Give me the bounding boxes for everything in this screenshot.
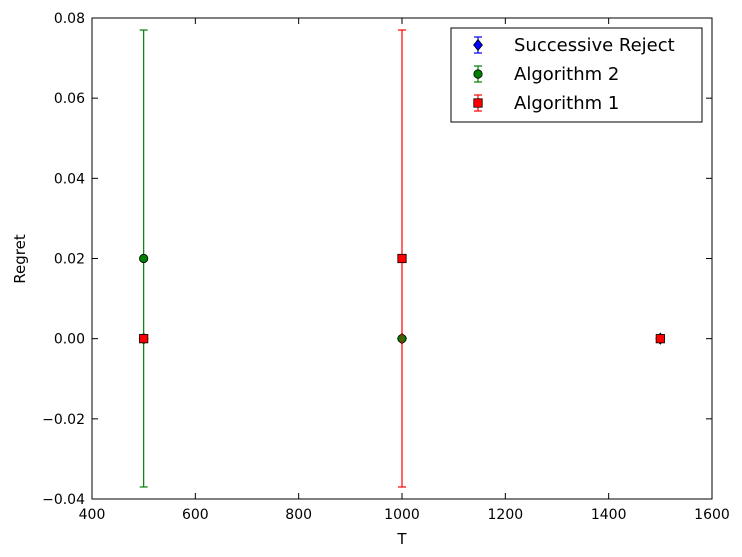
legend-label: Algorithm 1 — [514, 93, 619, 114]
x-axis-label: T — [396, 530, 407, 548]
data-point — [139, 334, 149, 344]
y-tick-label: −0.04 — [42, 492, 85, 508]
data-point — [397, 253, 407, 264]
x-tick-label: 400 — [79, 507, 106, 523]
y-tick-label: 0.08 — [54, 11, 85, 27]
legend-marker — [473, 38, 483, 52]
x-tick-label: 800 — [285, 507, 312, 523]
y-tick-label: 0.02 — [54, 252, 85, 268]
legend: Successive Reject Algorithm 2 Algorithm 1 — [450, 27, 703, 123]
data-point — [139, 253, 149, 264]
x-tick-label: 1200 — [488, 507, 524, 523]
x-tick-label: 1600 — [694, 507, 730, 523]
y-axis-label: Regret — [11, 234, 29, 284]
x-tick-label: 600 — [182, 507, 209, 523]
y-tick-label: −0.02 — [42, 412, 85, 428]
x-tick-label: 1000 — [384, 507, 420, 523]
legend-item: Successive Reject — [473, 35, 675, 56]
legend-box — [450, 27, 703, 123]
y-tick-label: 0.00 — [54, 332, 85, 348]
legend-marker — [473, 98, 483, 108]
legend-label: Algorithm 2 — [514, 64, 619, 85]
y-axis: −0.04 −0.02 0.00 0.02 0.04 0.06 0.08 — [42, 11, 712, 508]
legend-marker — [473, 69, 483, 79]
y-tick-label: 0.04 — [54, 171, 85, 187]
legend-item: Algorithm 2 — [473, 64, 619, 85]
x-axis: 400 600 800 1000 1200 1400 1600 — [79, 18, 730, 523]
chart-marks — [138, 29, 666, 488]
legend-label: Successive Reject — [514, 35, 675, 56]
data-point — [655, 334, 665, 344]
legend-item: Algorithm 1 — [473, 93, 619, 114]
x-tick-label: 1400 — [591, 507, 627, 523]
series-algorithm-2 — [139, 29, 665, 488]
y-tick-label: 0.06 — [54, 91, 85, 107]
series-algorithm-1 — [139, 29, 665, 488]
